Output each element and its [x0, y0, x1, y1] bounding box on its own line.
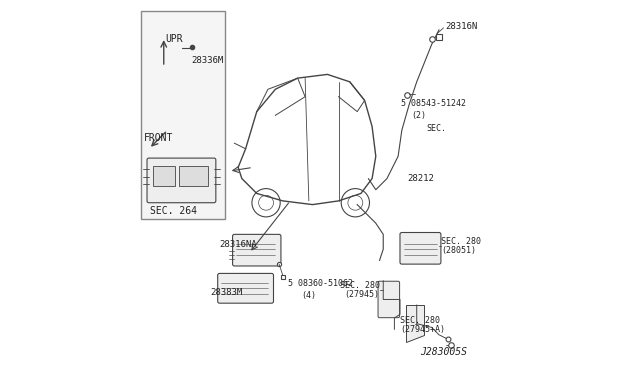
Text: (2): (2): [411, 111, 426, 120]
Text: 28316NA: 28316NA: [219, 240, 257, 249]
FancyBboxPatch shape: [147, 158, 216, 203]
Text: SEC. 280: SEC. 280: [400, 316, 440, 325]
Text: (27945): (27945): [344, 290, 380, 299]
Text: (27945+A): (27945+A): [400, 326, 445, 334]
FancyBboxPatch shape: [232, 234, 281, 266]
Text: UPR: UPR: [166, 34, 183, 44]
Bar: [152, 166, 175, 186]
Text: 28383M: 28383M: [211, 288, 243, 296]
Text: 5 08543-51242: 5 08543-51242: [401, 99, 466, 108]
Text: J283005S: J283005S: [420, 347, 467, 356]
Text: SEC. 280: SEC. 280: [441, 237, 481, 246]
Text: 28212: 28212: [408, 174, 435, 183]
Text: 28316N: 28316N: [445, 22, 478, 31]
Text: FRONT: FRONT: [143, 133, 173, 143]
Text: (4): (4): [301, 291, 316, 300]
Text: SEC. 280: SEC. 280: [339, 281, 380, 290]
Bar: [179, 166, 209, 186]
FancyBboxPatch shape: [218, 273, 273, 303]
Polygon shape: [406, 305, 424, 342]
Text: 5 08360-51062: 5 08360-51062: [289, 279, 353, 288]
Text: 28336M: 28336M: [191, 56, 224, 65]
Text: SEC.: SEC.: [426, 124, 446, 133]
Text: (28051): (28051): [441, 246, 476, 255]
FancyBboxPatch shape: [378, 281, 399, 318]
Bar: [141, 11, 225, 219]
Text: SEC. 264: SEC. 264: [150, 206, 196, 217]
FancyBboxPatch shape: [400, 232, 441, 264]
